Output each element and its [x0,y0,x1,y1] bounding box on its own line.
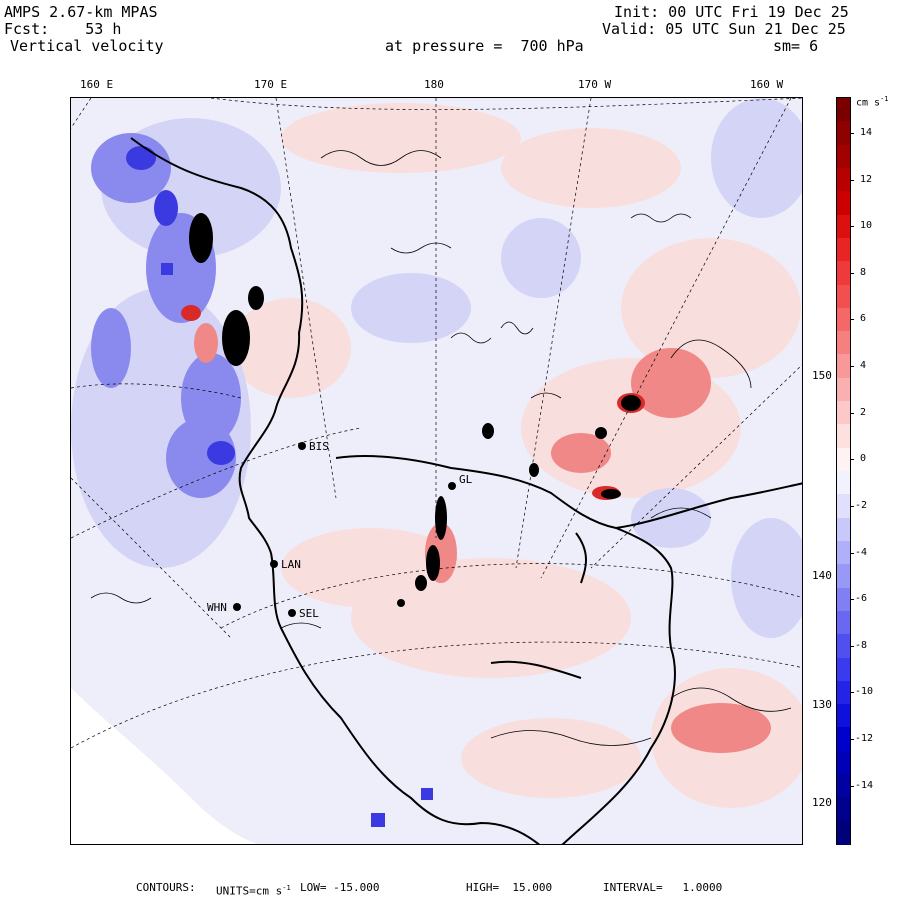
colorbar [836,97,851,845]
colorbar-segment [837,540,850,565]
lon-label-160e: 160 E [80,78,114,91]
init-time: Init: 00 UTC Fri 19 Dec 25 [614,3,849,21]
lon-label-170w: 170 W [578,78,612,91]
colorbar-segment [837,727,850,752]
colorbar-segment [837,471,850,495]
footer-units: UNITS=cm s-1 [216,884,291,898]
colorbar-tick [851,366,854,368]
colorbar-units: cm s-1 [856,95,889,109]
colorbar-segment [837,307,850,332]
colorbar-segment [837,797,850,822]
colorbar-label: 4 [860,360,867,372]
colorbar-tick [851,179,854,181]
station-sel-marker [288,609,296,617]
station-gl-marker [448,482,456,490]
footer-low: LOW= -15.000 [300,881,380,894]
colorbar-label: -4 [855,546,868,558]
colorbar-label: -14 [855,779,874,791]
station-whn-marker [233,603,241,611]
footer-contours-label: CONTOURS: [136,881,196,894]
colorbar-segment [837,144,850,169]
colorbar-tick [851,226,854,228]
footer-interval: INTERVAL= 1.0000 [603,881,723,894]
colorbar-segment [837,354,850,379]
colorbar-label: -10 [855,686,874,698]
colorbar-segment [837,401,850,425]
colorbar-label: -8 [855,639,868,651]
pressure-level: at pressure = 700 hPa [385,37,584,55]
colorbar-label: -2 [855,499,868,511]
colorbar-segment [837,447,850,472]
colorbar-label: 10 [860,220,873,232]
station-lan-marker [270,560,278,568]
smoothing: sm= 6 [773,37,819,55]
colorbar-segment [837,237,850,262]
colorbar-tick [851,412,854,414]
colorbar-segment [837,610,850,635]
vertical-velocity-field [71,98,802,844]
lon-label-160w: 160 W [750,78,784,91]
forecast-hour: Fcst: 53 h [4,20,122,38]
colorbar-tick [851,785,854,787]
colorbar-segment [837,121,850,146]
colorbar-label: 14 [860,126,873,138]
colorbar-segment [837,587,850,612]
colorbar-segment [837,704,850,728]
station-gl-label: GL [459,473,473,486]
station-whn-label: WHN [207,601,227,614]
valid-time: Valid: 05 UTC Sun 21 Dec 25 [602,20,846,38]
colorbar-tick [851,459,854,461]
colorbar-segment [837,820,850,845]
colorbar-label: 12 [860,173,873,185]
colorbar-segment [837,424,850,449]
colorbar-label: 2 [860,406,867,418]
colorbar-segment [837,284,850,309]
colorbar-tick [851,692,854,694]
colorbar-label: -6 [855,593,868,605]
lon-label-170e: 170 E [254,78,288,91]
colorbar-segment [837,167,850,192]
map-panel[interactable]: BIS LAN WHN SEL GL [70,97,803,845]
colorbar-segment [837,191,850,216]
colorbar-tick [851,645,854,647]
colorbar-segment [837,494,850,519]
lon-label-180: 180 [424,78,444,91]
colorbar-segment [837,564,850,589]
field-name: Vertical velocity [10,37,164,55]
colorbar-segment [837,680,850,705]
colorbar-segment [837,261,850,285]
colorbar-segment [837,98,850,122]
colorbar-label: 8 [860,266,867,278]
colorbar-segment [837,657,850,682]
colorbar-label: -12 [855,733,874,745]
station-lan-label: LAN [281,558,301,571]
colorbar-segment [837,774,850,798]
colorbar-tick [851,272,854,274]
colorbar-tick [851,599,854,601]
footer-high: HIGH= 15.000 [466,881,553,894]
colorbar-label: 6 [860,313,867,325]
colorbar-tick [851,739,854,741]
model-title: AMPS 2.67-km MPAS [4,3,158,21]
colorbar-segment [837,377,850,402]
colorbar-tick [851,132,854,134]
colorbar-tick [851,552,854,554]
station-sel-label: SEL [299,607,319,620]
station-bis-marker [298,442,306,450]
station-bis-label: BIS [309,440,329,453]
colorbar-segment [837,214,850,239]
colorbar-label: 0 [860,453,867,465]
colorbar-tick [851,319,854,321]
colorbar-segment [837,331,850,355]
colorbar-segment [837,634,850,658]
colorbar-segment [837,517,850,542]
colorbar-segment [837,750,850,775]
colorbar-tick [851,505,854,507]
